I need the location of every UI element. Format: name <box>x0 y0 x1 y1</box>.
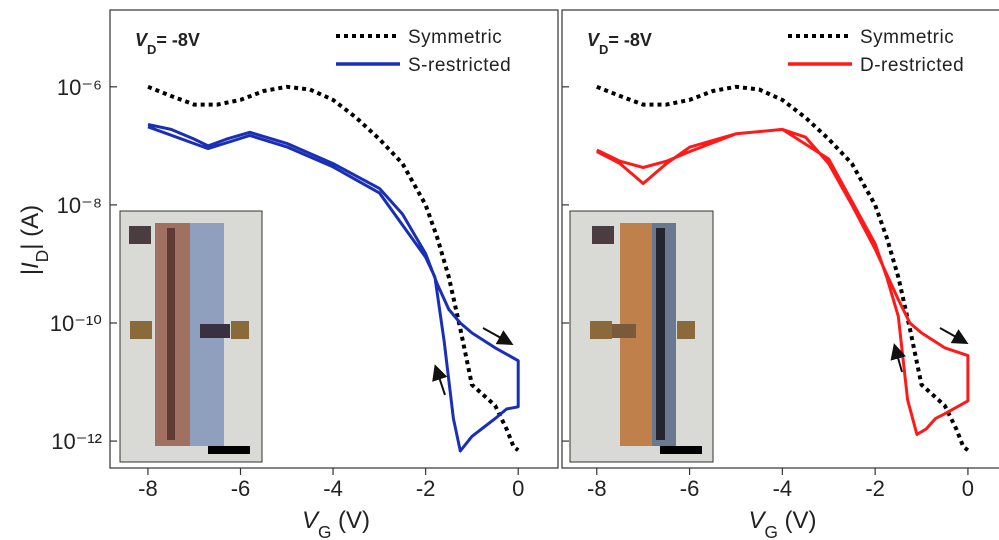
plot-frame <box>109 9 559 469</box>
x-tick-label: -2 <box>865 476 885 501</box>
x-tick-label: -4 <box>773 476 793 501</box>
x-tick-label: -4 <box>323 476 343 501</box>
x-axis-label-rest: (V) <box>778 507 817 534</box>
x-tick-label: -2 <box>416 476 436 501</box>
x-axis-label-var: V <box>748 507 766 534</box>
data-line <box>147 84 520 452</box>
annotation-sub: D <box>599 42 608 57</box>
annotation-var: V <box>135 30 149 50</box>
inset-photo-right <box>569 210 714 463</box>
x-tick-label: -8 <box>138 476 158 501</box>
legend-label: Symmetric <box>860 27 954 48</box>
x-axis-label: VG (V) <box>748 507 816 540</box>
legend-label: S-restricted <box>408 55 511 76</box>
sweep-arrow <box>432 364 448 396</box>
x-axis-label-sub: G <box>764 522 777 540</box>
x-tick-label: 0 <box>512 476 524 501</box>
y-axis-label-part: | <box>17 269 44 275</box>
y-axis-label: |ID| (A) <box>17 205 52 275</box>
y-axis-label-rest: | (A) <box>17 205 44 250</box>
plot-frame <box>561 9 999 469</box>
x-axis-label-sub: G <box>318 522 331 540</box>
y-axis-label-var: I <box>17 262 44 269</box>
annotation-rest: = -8V <box>156 30 200 50</box>
data-line <box>596 127 970 436</box>
sweep-arrow <box>939 327 969 344</box>
y-tick-label: 10⁻⁶ <box>57 75 102 100</box>
x-axis-label-var: V <box>302 507 320 534</box>
x-tick-label: -6 <box>231 476 251 501</box>
y-axis-label-sub: D <box>32 250 52 262</box>
y-tick-label: 10⁻¹⁰ <box>50 311 102 336</box>
x-tick-label: -8 <box>587 476 607 501</box>
annotation-var: V <box>587 30 601 50</box>
annotation-sub: D <box>147 42 156 57</box>
x-tick-label: 0 <box>962 476 974 501</box>
x-tick-label: -6 <box>680 476 700 501</box>
sweep-arrow <box>890 343 906 373</box>
plot-area <box>596 84 970 452</box>
annotation: VD= -8V <box>135 30 200 57</box>
data-line <box>596 84 970 452</box>
annotation-rest: = -8V <box>608 30 652 50</box>
legend-label: Symmetric <box>408 27 502 48</box>
data-line <box>147 123 520 453</box>
legend-label: D-restricted <box>860 55 964 76</box>
x-axis-label: VG (V) <box>302 507 370 540</box>
x-axis-label-rest: (V) <box>331 507 370 534</box>
inset-photo-left <box>119 210 263 463</box>
sweep-arrow <box>482 327 514 345</box>
annotation: VD= -8V <box>587 30 652 57</box>
y-tick-label: 10⁻⁸ <box>57 193 102 218</box>
y-tick-label: 10⁻¹² <box>51 429 102 454</box>
plot-area <box>147 84 520 453</box>
